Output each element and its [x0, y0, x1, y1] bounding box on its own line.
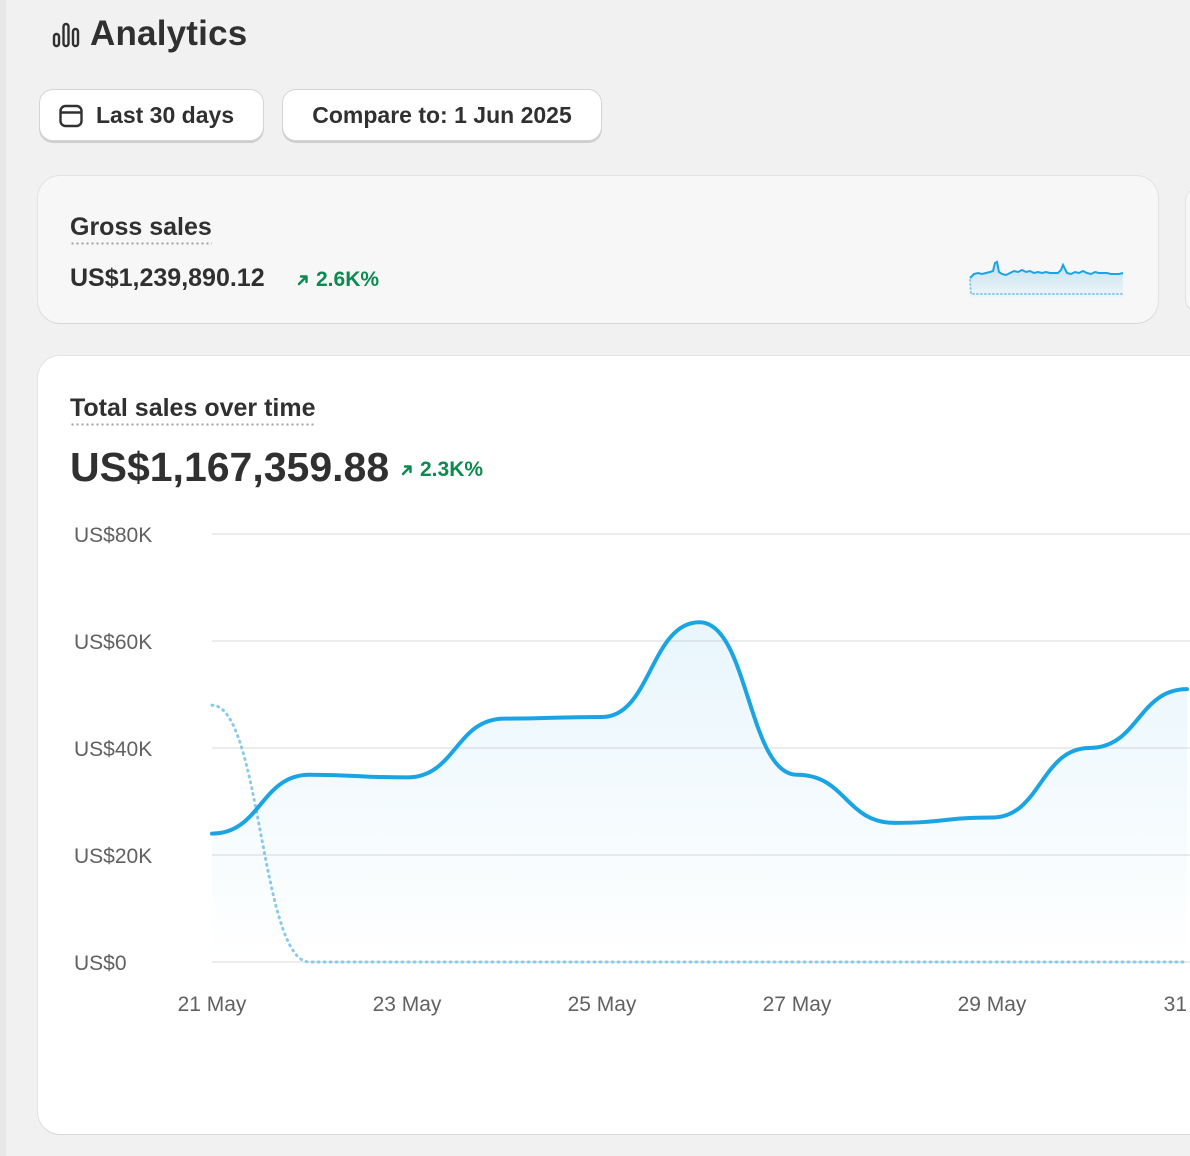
y-tick-label: US$40K: [74, 738, 152, 761]
arrow-up-right-icon: [297, 275, 308, 286]
y-tick-label: US$80K: [74, 524, 152, 547]
total-sales-value: US$1,167,359.88: [70, 444, 390, 490]
page-header: Analytics: [52, 14, 247, 54]
date-range-button[interactable]: Last 30 days: [39, 89, 264, 141]
total-sales-chart: US$80K US$60K US$40K US$20K US$0 21 May 23 May…: [74, 524, 1190, 1016]
x-tick-label: 23 May: [373, 993, 442, 1016]
compare-label: Compare to: 1 Jun 2025: [312, 101, 572, 128]
total-sales-card: US$80K US$60K US$40K US$20K US$0 21 May 23 May…: [38, 356, 1190, 1134]
x-tick-label: 21 May: [178, 993, 247, 1016]
compare-button[interactable]: Compare to: 1 Jun 2025: [282, 89, 602, 141]
y-tick-label: US$0: [74, 952, 127, 975]
x-tick-label: 27 May: [763, 993, 832, 1016]
gross-sales-title[interactable]: Gross sales: [70, 213, 212, 245]
gross-sales-delta: 2.6K%: [296, 268, 379, 292]
x-tick-label: 29 May: [958, 993, 1027, 1016]
left-panel-edge: [0, 0, 6, 1156]
x-tick-label: 31 M: [1164, 993, 1190, 1016]
total-sales-title[interactable]: Total sales over time: [70, 394, 316, 426]
gross-sales-delta-text: 2.6K%: [316, 268, 380, 291]
gross-sales-card[interactable]: Gross sales US$1,239,890.12 2.6K%: [38, 176, 1158, 323]
sales-series-area: [212, 622, 1187, 962]
y-tick-label: US$20K: [74, 845, 152, 868]
calendar-icon: [59, 104, 83, 128]
gross-sales-value: US$1,239,890.12: [70, 264, 265, 292]
page-title: Analytics: [90, 14, 248, 53]
date-range-label: Last 30 days: [96, 101, 235, 128]
next-metric-card-edge: [1186, 190, 1190, 310]
sales-series-line: [210, 620, 1189, 836]
x-tick-label: 25 May: [568, 993, 637, 1016]
arrow-up-right-icon: [401, 465, 412, 476]
y-tick-label: US$60K: [74, 631, 152, 654]
total-sales-delta: 2.3K%: [400, 458, 483, 482]
total-sales-delta-text: 2.3K%: [420, 458, 484, 481]
gross-sales-sparkline: [969, 260, 1124, 298]
bar-chart-icon: [52, 22, 80, 48]
